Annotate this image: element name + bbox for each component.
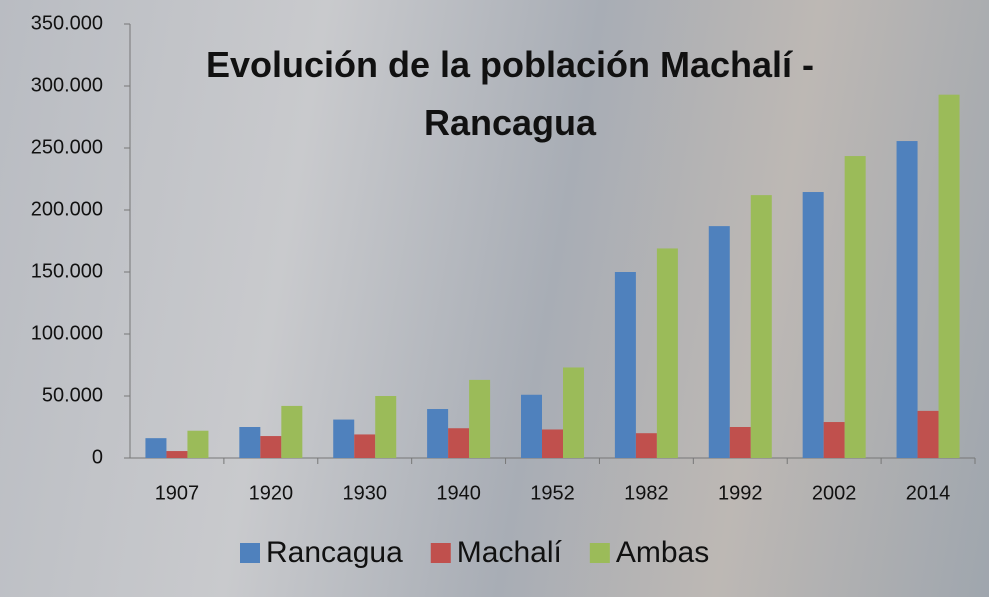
- legend-label: Rancagua: [266, 536, 403, 569]
- bar: [187, 430, 209, 458]
- y-tick-label: 100.000: [31, 322, 103, 344]
- bar: [614, 272, 636, 458]
- bar: [239, 427, 261, 458]
- bar: [750, 195, 772, 458]
- bar: [563, 367, 584, 458]
- y-tick-label: 250.000: [31, 136, 103, 158]
- bar: [708, 226, 730, 458]
- bar: [802, 192, 824, 458]
- x-tick-label: 1940: [436, 482, 481, 504]
- bar: [521, 394, 542, 458]
- bar: [448, 428, 470, 458]
- x-tick-label: 1907: [155, 482, 200, 504]
- x-tick-label: 1952: [530, 482, 575, 504]
- x-tick-label: 2002: [812, 482, 857, 504]
- y-tick-label: 0: [92, 446, 103, 468]
- bar: [844, 156, 866, 458]
- bar: [281, 405, 303, 458]
- legend-swatch: [589, 543, 610, 563]
- bar: [542, 429, 563, 458]
- x-tick-label: 1992: [718, 482, 763, 504]
- y-tick-label: 200.000: [31, 198, 103, 220]
- bar: [469, 379, 491, 458]
- bar: [917, 410, 939, 458]
- legend-swatch: [430, 543, 451, 563]
- bar: [896, 141, 918, 458]
- bar: [656, 248, 678, 458]
- bar: [166, 451, 188, 458]
- x-tick-label: 1982: [624, 482, 669, 504]
- bar: [938, 94, 960, 459]
- y-tick-label: 50.000: [42, 384, 103, 406]
- legend-label: Ambas: [616, 536, 709, 569]
- bar: [823, 422, 845, 458]
- bar: [260, 436, 282, 458]
- y-tick-label: 350.000: [31, 12, 103, 34]
- chart-title: Evolución de la población Machalí - Ranc…: [205, 44, 815, 143]
- bar: [145, 438, 167, 458]
- y-tick-label: 150.000: [31, 260, 103, 282]
- bar: [354, 434, 376, 458]
- y-tick-label: 300.000: [31, 74, 103, 96]
- bar: [635, 433, 657, 458]
- bar: [333, 419, 355, 458]
- x-tick-label: 1930: [342, 482, 387, 504]
- legend-swatch: [240, 543, 260, 563]
- bar: [729, 427, 751, 458]
- bar: [427, 409, 449, 458]
- bar: [375, 396, 397, 458]
- x-tick-label: 2014: [906, 482, 951, 504]
- x-tick-label: 1920: [249, 482, 294, 504]
- legend-label: Machalí: [457, 536, 563, 569]
